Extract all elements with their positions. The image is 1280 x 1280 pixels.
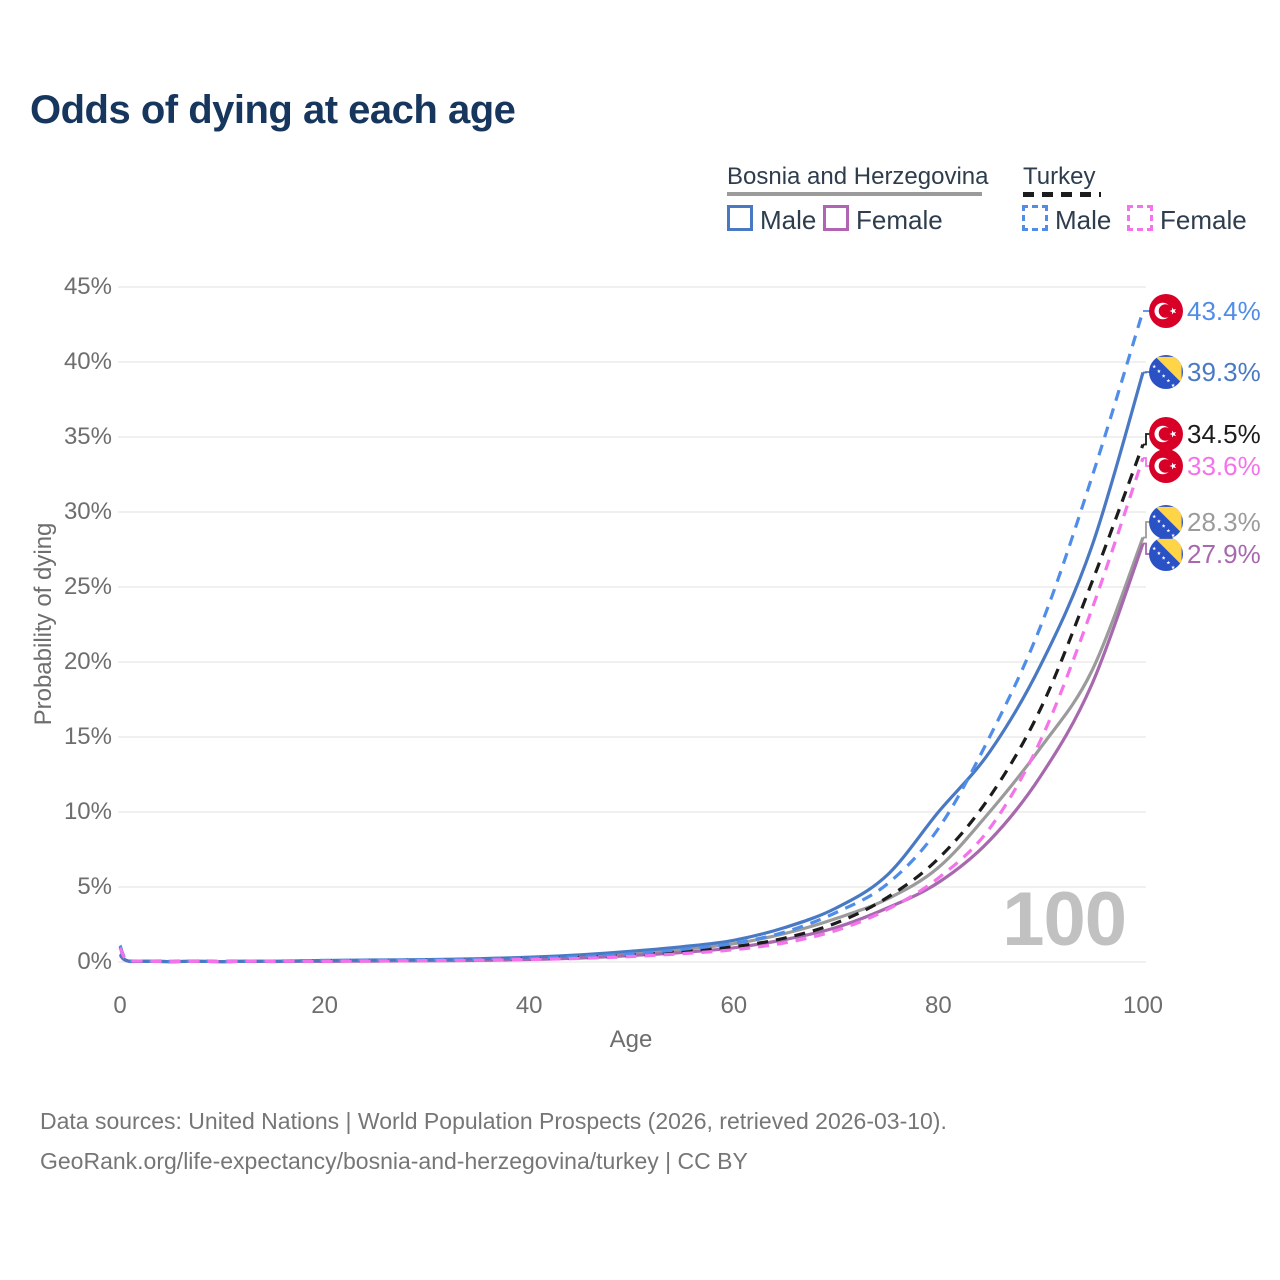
- y-tick-label: 10%: [63, 798, 112, 825]
- data-source-line: Data sources: United Nations | World Pop…: [40, 1108, 947, 1134]
- y-tick-label: 45%: [63, 273, 112, 300]
- end-label-value: 39.3%: [1187, 356, 1261, 387]
- turkey-flag-icon: [1149, 449, 1183, 483]
- legend-country-bosnia: Bosnia and Herzegovina: [727, 163, 989, 190]
- end-label-turkey-male: 43.4%: [1149, 294, 1261, 328]
- x-tick-label: 0: [113, 992, 127, 1019]
- legend-underline-bosnia: [727, 192, 982, 196]
- y-tick-label: 15%: [63, 723, 112, 750]
- end-label-leader: [1143, 457, 1150, 467]
- turkey-male-swatch: [1022, 205, 1048, 231]
- x-tick-label: 20: [311, 992, 338, 1019]
- y-tick-label: 40%: [63, 348, 112, 375]
- bosnia-flag-icon: [1149, 537, 1183, 571]
- turkey-flag-icon: [1149, 417, 1183, 451]
- end-label-value: 34.5%: [1187, 418, 1261, 449]
- series-line-turkey-female[interactable]: [118, 457, 1145, 964]
- bosnia-flag-icon: [1149, 505, 1183, 539]
- x-axis-title: Age: [609, 1026, 653, 1053]
- end-label-value: 28.3%: [1187, 506, 1261, 537]
- legend-underline-turkey: [1023, 192, 1101, 197]
- page-title: Odds of dying at each age: [30, 88, 516, 132]
- y-tick-label: 30%: [63, 498, 112, 525]
- legend-item-bosnia-male: Male: [727, 205, 816, 236]
- x-tick-label: 60: [720, 992, 748, 1019]
- legend-label: Female: [856, 205, 943, 235]
- bosnia-flag-icon: [1149, 355, 1183, 389]
- end-label-leader: [1143, 371, 1150, 374]
- legend-item-bosnia-female: Female: [823, 205, 943, 236]
- end-label-leader: [1143, 433, 1150, 446]
- bosnia-male-swatch: [727, 205, 753, 231]
- end-label-leader: [1143, 521, 1150, 539]
- end-label-bosnia-female: 27.9%: [1149, 537, 1261, 571]
- end-label-value: 33.6%: [1187, 450, 1261, 481]
- series-line-turkey-both[interactable]: [118, 443, 1145, 964]
- end-label-leader: [1143, 542, 1150, 555]
- bosnia-female-swatch: [823, 205, 849, 231]
- y-tick-label: 5%: [77, 873, 112, 900]
- legend-item-turkey-male: Male: [1022, 205, 1111, 236]
- turkey-flag-icon: [1149, 294, 1183, 328]
- y-tick-label: 25%: [63, 573, 112, 600]
- end-label-bosnia-male: 39.3%: [1149, 355, 1261, 389]
- end-label-turkey-female: 33.6%: [1149, 449, 1261, 483]
- legend-country-turkey: Turkey: [1023, 163, 1096, 190]
- end-label-value: 27.9%: [1187, 538, 1261, 569]
- legend-label: Male: [1055, 205, 1112, 235]
- y-tick-label: 20%: [63, 648, 112, 675]
- age-watermark: 100: [1002, 877, 1127, 962]
- legend-label: Male: [760, 205, 817, 235]
- attribution-line: GeoRank.org/life-expectancy/bosnia-and-h…: [40, 1148, 748, 1174]
- end-label-value: 43.4%: [1187, 295, 1261, 326]
- end-label-bosnia-both: 28.3%: [1149, 505, 1261, 539]
- x-tick-label: 80: [925, 992, 952, 1019]
- x-tick-label: 100: [1122, 992, 1164, 1019]
- legend-item-turkey-female: Female: [1127, 205, 1247, 236]
- series-line-bosnia-male[interactable]: [118, 372, 1145, 964]
- y-tick-label: 0%: [77, 948, 112, 975]
- x-tick-label: 40: [515, 992, 543, 1019]
- end-label-turkey-both: 34.5%: [1149, 417, 1261, 451]
- y-tick-label: 35%: [63, 423, 112, 450]
- legend-label: Female: [1160, 205, 1247, 235]
- series-line-turkey-male[interactable]: [118, 310, 1145, 964]
- turkey-female-swatch: [1127, 205, 1153, 231]
